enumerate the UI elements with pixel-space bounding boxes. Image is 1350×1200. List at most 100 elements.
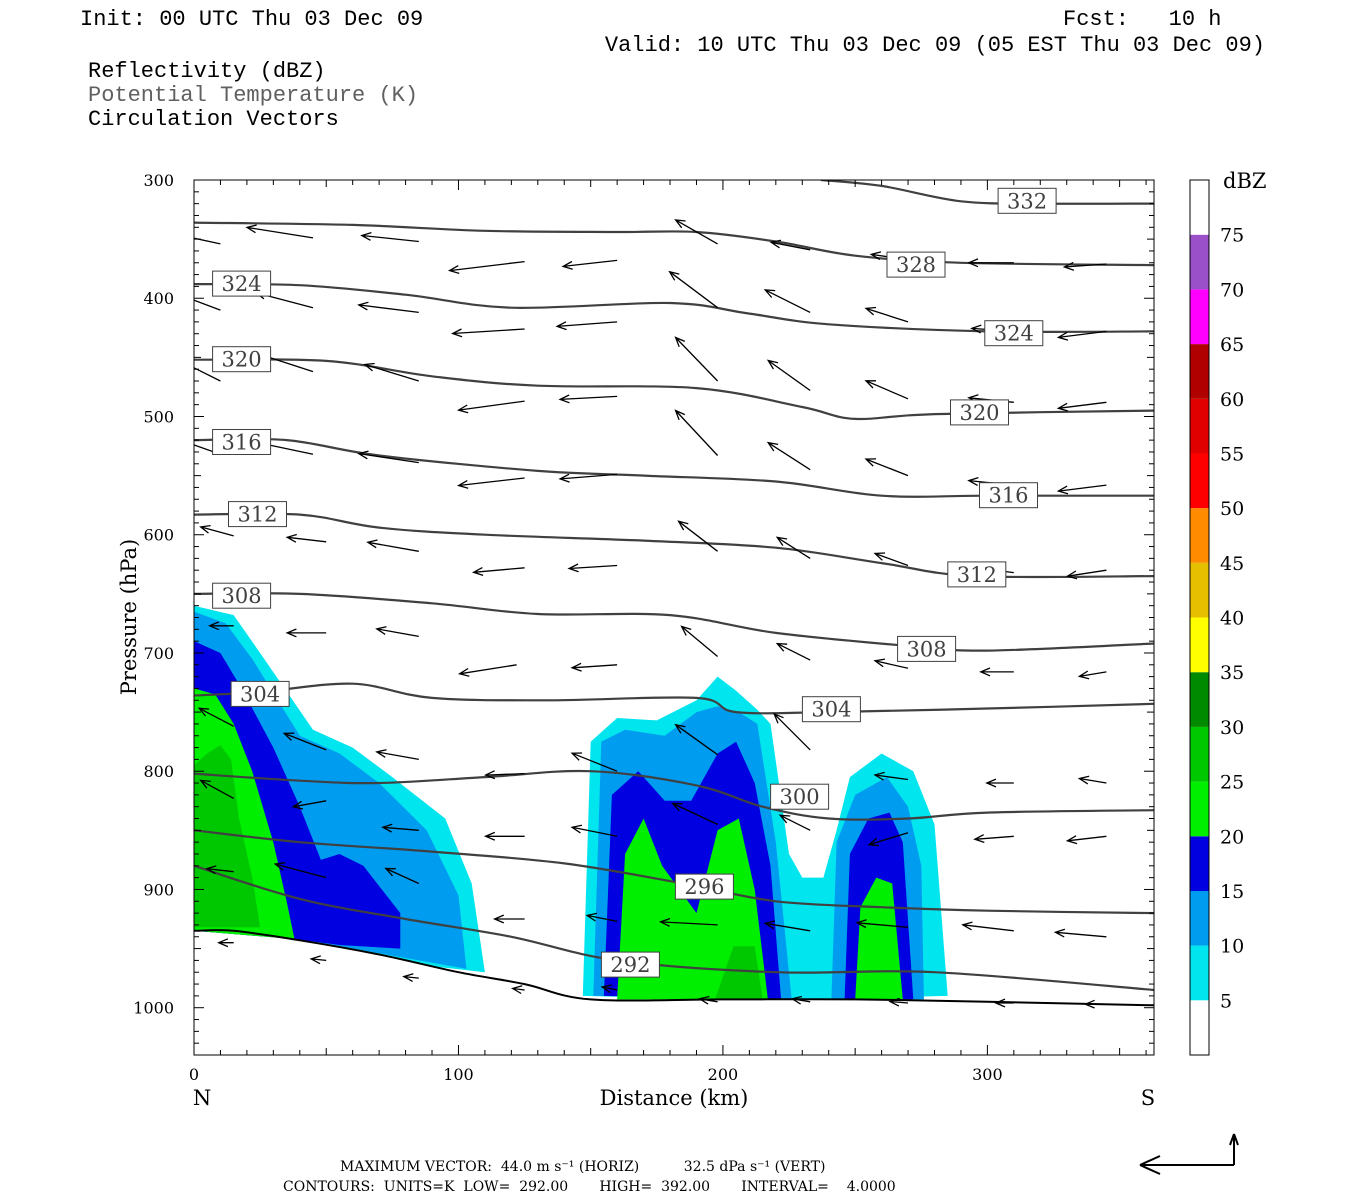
wind-vector bbox=[483, 770, 525, 780]
wind-vector bbox=[658, 917, 718, 927]
wind-vector bbox=[790, 995, 811, 1005]
wind-vector bbox=[492, 914, 525, 924]
wind-vector bbox=[1065, 569, 1107, 580]
contour-label-box bbox=[212, 346, 272, 373]
contour-label-box bbox=[984, 320, 1044, 347]
x-tick-label: 100 bbox=[443, 1065, 474, 1084]
colorbar-tick-label: 15 bbox=[1220, 881, 1244, 903]
wind-vector bbox=[447, 260, 525, 275]
wind-vector bbox=[775, 536, 811, 559]
wind-vector bbox=[697, 995, 718, 1005]
terrain-line bbox=[193, 929, 1155, 1007]
contour-label-304: 304 bbox=[811, 698, 851, 722]
wind-vector bbox=[285, 533, 327, 543]
wind-vector bbox=[456, 477, 525, 489]
colorbar-segment-40 bbox=[1190, 562, 1209, 618]
wind-vector bbox=[194, 367, 221, 382]
contour-label-304: 304 bbox=[240, 682, 280, 706]
colorbar-tick-label: 30 bbox=[1220, 717, 1244, 739]
wind-vector bbox=[1077, 670, 1107, 680]
y-tick-label: 1000 bbox=[133, 999, 174, 1018]
colorbar-segment-55 bbox=[1190, 398, 1209, 454]
x-right-end-label: S bbox=[1141, 1086, 1155, 1110]
wind-vector bbox=[985, 778, 1014, 788]
wind-vector bbox=[402, 973, 419, 982]
contour-labels: 332 328 324 324 320 320 316 316 312 312 308 308 304 3… bbox=[212, 187, 1057, 978]
wind-vector bbox=[994, 998, 1014, 1008]
contour-label-box bbox=[979, 482, 1038, 509]
colorbar-segment-65 bbox=[1190, 289, 1209, 345]
wind-vector bbox=[381, 823, 419, 833]
colorbar-segment-70 bbox=[1190, 234, 1209, 290]
wind-vector bbox=[1062, 261, 1107, 271]
colorbar-tick-label: 40 bbox=[1220, 608, 1244, 630]
field-circulation-vectors: Circulation Vectors bbox=[88, 107, 339, 132]
colorbar: 5 10 15 20 25 30 35 40 45 50 55 60 65 70 75 bbox=[1189, 179, 1244, 1056]
wind-vector bbox=[555, 321, 618, 331]
contour-label-box bbox=[997, 187, 1057, 214]
wind-vector bbox=[282, 732, 327, 751]
wind-vector bbox=[888, 997, 909, 1007]
wind-vector bbox=[360, 231, 419, 243]
colorbar-segment-75 bbox=[1190, 180, 1209, 235]
wind-vector bbox=[674, 723, 718, 756]
wind-vector bbox=[674, 409, 719, 456]
footer-max-vector: MAXIMUM VECTOR: 44.0 m s⁻¹ (HORIZ) 32.5 … bbox=[340, 1159, 825, 1175]
colorbar-segment-0 bbox=[1190, 1000, 1209, 1055]
colorbar-tick-label: 35 bbox=[1220, 662, 1244, 684]
theta-contour-324 bbox=[194, 282, 1154, 333]
colorbar-tick-label: 45 bbox=[1220, 553, 1244, 575]
contour-label-box bbox=[600, 951, 660, 978]
wind-vector bbox=[558, 473, 618, 483]
wind-vector bbox=[363, 362, 419, 382]
contour-label-box bbox=[674, 873, 734, 900]
colorbar-title: dBZ bbox=[1223, 169, 1266, 193]
colorbar-segment-10 bbox=[1190, 890, 1209, 946]
theta-contour-328 bbox=[194, 221, 1154, 267]
colorbar-segment-45 bbox=[1190, 508, 1209, 563]
contour-label-320: 320 bbox=[222, 348, 262, 372]
wind-vector bbox=[873, 552, 909, 567]
wind-vector bbox=[766, 441, 811, 471]
theta-contour-308 bbox=[194, 592, 1154, 652]
terrain-surface bbox=[193, 929, 1155, 1007]
init-time: Init: 00 UTC Thu 03 Dec 09 bbox=[80, 7, 423, 32]
colorbar-tick-label: 5 bbox=[1220, 990, 1232, 1012]
colorbar-tick-label: 60 bbox=[1220, 389, 1244, 411]
contour-label-308: 308 bbox=[907, 637, 947, 661]
theta-contour-304 bbox=[194, 682, 1154, 715]
wind-vector bbox=[778, 814, 811, 831]
wind-vector bbox=[197, 707, 235, 727]
footer-contours: CONTOURS: UNITS=K LOW= 292.00 HIGH= 392.… bbox=[283, 1179, 896, 1195]
theta-contour-300 bbox=[194, 769, 1154, 821]
colorbar-segment-35 bbox=[1190, 617, 1209, 673]
contour-label-box bbox=[886, 251, 946, 278]
wind-vector bbox=[961, 921, 1014, 932]
contour-label-312: 312 bbox=[957, 563, 997, 587]
x-left-end-label: N bbox=[193, 1086, 211, 1110]
wind-vector bbox=[366, 539, 419, 552]
wind-vector bbox=[245, 224, 314, 239]
wind-vector bbox=[456, 400, 525, 414]
colorbar-tick-label: 55 bbox=[1220, 443, 1244, 465]
y-tick-label: 800 bbox=[143, 762, 174, 781]
wind-vector bbox=[855, 919, 909, 929]
colorbar-segment-50 bbox=[1190, 453, 1209, 509]
wind-vector bbox=[217, 938, 234, 948]
y-tick-label: 600 bbox=[143, 526, 174, 545]
wind-vector bbox=[194, 299, 221, 311]
wind-vector bbox=[763, 920, 811, 932]
contour-label-332: 332 bbox=[1007, 189, 1047, 213]
contour-label-box bbox=[212, 429, 272, 455]
wind-vector bbox=[668, 270, 718, 309]
wind-vector bbox=[873, 658, 909, 669]
wind-vector bbox=[1053, 928, 1107, 938]
wind-vector bbox=[600, 984, 618, 994]
wind-vector bbox=[208, 621, 234, 631]
wind-vector bbox=[510, 985, 525, 995]
y-tick-label: 900 bbox=[143, 880, 174, 899]
wind-vector bbox=[873, 771, 909, 781]
colorbar-segment-30 bbox=[1190, 672, 1209, 727]
wind-vector bbox=[194, 444, 221, 455]
